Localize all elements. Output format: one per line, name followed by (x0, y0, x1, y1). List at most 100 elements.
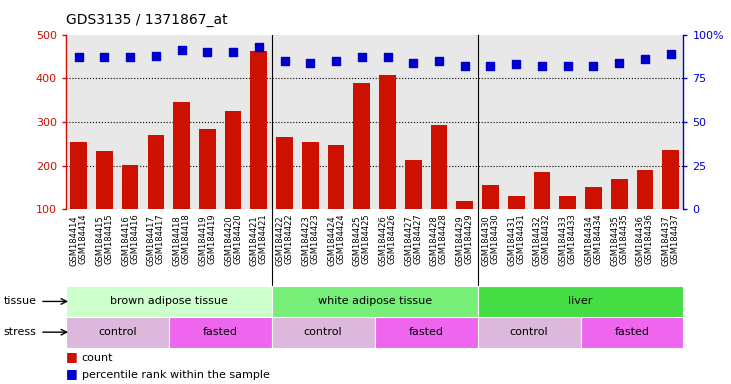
Text: GSM184429: GSM184429 (465, 213, 474, 264)
Bar (405, 161, 422, 253)
Text: GSM184431: GSM184431 (507, 215, 516, 266)
Bar (327, 145, 344, 253)
Text: GSM184421: GSM184421 (259, 213, 268, 264)
Text: GSM184434: GSM184434 (594, 213, 602, 264)
Bar (169, 317, 272, 348)
Bar (379, 75, 396, 253)
Text: GSM184419: GSM184419 (208, 213, 216, 264)
Bar (662, 150, 679, 253)
Point (433, 58, 445, 64)
Point (150, 53, 162, 59)
Text: GSM184436: GSM184436 (636, 215, 645, 266)
Text: GSM184428: GSM184428 (430, 215, 439, 266)
Bar (482, 185, 499, 253)
Bar (122, 165, 138, 253)
Text: GSM184415: GSM184415 (105, 213, 113, 264)
Text: GSM184422: GSM184422 (284, 213, 294, 264)
Bar (224, 111, 241, 253)
Text: control: control (510, 327, 548, 337)
Bar (508, 196, 525, 253)
Bar (302, 142, 319, 253)
Bar (637, 170, 654, 253)
Text: GSM184414: GSM184414 (79, 213, 88, 264)
Text: GSM184423: GSM184423 (310, 213, 319, 264)
Point (73, 54, 85, 60)
Bar (585, 187, 602, 253)
Bar (580, 317, 683, 348)
Bar (477, 286, 683, 317)
Point (382, 54, 393, 60)
Text: GSM184433: GSM184433 (568, 213, 577, 264)
Bar (199, 129, 216, 253)
Text: ■: ■ (66, 367, 77, 380)
Text: GSM184414: GSM184414 (69, 215, 79, 266)
Text: GSM184420: GSM184420 (224, 215, 233, 266)
Text: GSM184424: GSM184424 (336, 213, 345, 264)
Text: GSM184425: GSM184425 (353, 215, 362, 266)
Point (485, 63, 496, 69)
Bar (456, 200, 473, 253)
Text: GSM184421: GSM184421 (250, 215, 259, 266)
Text: fasted: fasted (615, 327, 650, 337)
Bar (611, 179, 627, 253)
Text: GSM184416: GSM184416 (121, 215, 130, 266)
Bar (477, 317, 580, 348)
Bar (173, 102, 190, 253)
Text: GSM184436: GSM184436 (645, 213, 654, 264)
Text: liver: liver (568, 296, 593, 306)
Text: GSM184427: GSM184427 (404, 215, 413, 266)
Text: GSM184417: GSM184417 (147, 215, 156, 266)
Bar (534, 172, 550, 253)
Text: fasted: fasted (409, 327, 444, 337)
Point (124, 54, 136, 60)
Point (459, 63, 471, 69)
Text: GSM184425: GSM184425 (362, 213, 371, 264)
Point (99, 54, 110, 60)
Bar (272, 317, 374, 348)
Text: control: control (304, 327, 343, 337)
Text: control: control (98, 327, 137, 337)
Bar (559, 196, 576, 253)
Text: GSM184430: GSM184430 (482, 215, 491, 266)
Text: GSM184432: GSM184432 (533, 215, 542, 266)
Bar (431, 126, 447, 253)
Text: GSM184420: GSM184420 (233, 213, 242, 264)
Point (562, 63, 574, 69)
Text: GSM184428: GSM184428 (439, 213, 448, 264)
Point (227, 49, 239, 55)
Text: GSM184422: GSM184422 (276, 215, 284, 266)
Text: GSM184418: GSM184418 (181, 213, 191, 264)
Text: GSM184437: GSM184437 (662, 215, 670, 266)
Text: stress: stress (4, 327, 37, 337)
Bar (66, 286, 272, 317)
Bar (353, 83, 370, 253)
Text: GSM184427: GSM184427 (413, 213, 423, 264)
Text: GSM184434: GSM184434 (584, 215, 594, 266)
Text: tissue: tissue (4, 296, 37, 306)
Text: GSM184430: GSM184430 (491, 213, 499, 264)
Text: fasted: fasted (202, 327, 238, 337)
Text: GSM184418: GSM184418 (173, 215, 181, 266)
Point (536, 63, 548, 69)
Text: GDS3135 / 1371867_at: GDS3135 / 1371867_at (66, 13, 227, 27)
Text: GSM184435: GSM184435 (619, 213, 628, 264)
Text: GSM184424: GSM184424 (327, 215, 336, 266)
Bar (96, 151, 113, 253)
Text: GSM184417: GSM184417 (156, 213, 165, 264)
Text: GSM184426: GSM184426 (387, 213, 396, 264)
Text: brown adipose tissue: brown adipose tissue (110, 296, 227, 306)
Point (613, 60, 625, 66)
Text: GSM184433: GSM184433 (558, 215, 568, 266)
Bar (374, 317, 477, 348)
Bar (251, 51, 268, 253)
Point (510, 61, 522, 67)
Text: GSM184429: GSM184429 (455, 215, 465, 266)
Point (407, 60, 419, 66)
Bar (276, 137, 293, 253)
Point (356, 54, 368, 60)
Text: GSM184431: GSM184431 (516, 213, 525, 264)
Bar (70, 142, 87, 253)
Text: percentile rank within the sample: percentile rank within the sample (82, 370, 270, 380)
Text: GSM184432: GSM184432 (542, 213, 551, 264)
Point (664, 51, 676, 57)
